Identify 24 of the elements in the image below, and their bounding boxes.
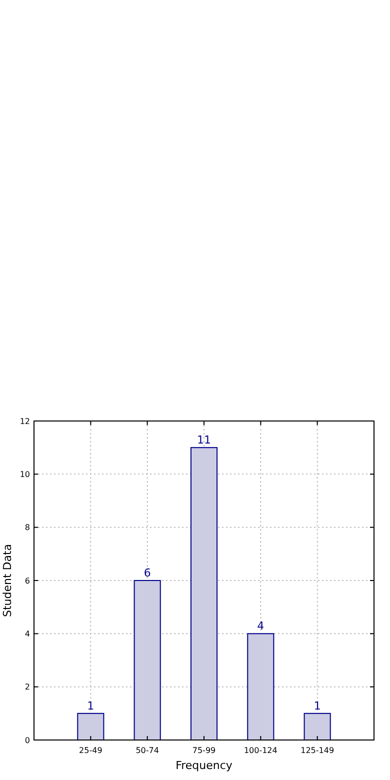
x-tick-label: 100-124 xyxy=(244,746,278,755)
y-tick-label: 2 xyxy=(24,682,30,692)
y-tick-label: 8 xyxy=(24,523,30,532)
y-axis-title: Student Data xyxy=(1,544,14,618)
data-label: 6 xyxy=(144,566,151,580)
data-label: 1 xyxy=(314,699,321,712)
y-tick-label: 0 xyxy=(24,736,30,745)
y-tick-label: 10 xyxy=(20,470,30,479)
bar xyxy=(247,633,274,740)
x-tick-label: 75-99 xyxy=(192,746,216,755)
x-tick-label: 50-74 xyxy=(136,746,159,755)
y-tick-label: 6 xyxy=(24,576,30,586)
data-label: 4 xyxy=(257,620,264,633)
x-tick-label: 25-49 xyxy=(79,746,102,755)
y-tick-label: 12 xyxy=(20,416,30,426)
bar xyxy=(190,447,218,740)
x-tick-label: 125-149 xyxy=(300,746,334,755)
bar xyxy=(134,580,161,740)
data-label: 11 xyxy=(197,434,211,447)
bar xyxy=(304,712,331,740)
x-axis-title: Frequency xyxy=(176,759,233,772)
y-tick-label: 4 xyxy=(24,629,30,638)
data-label: 1 xyxy=(87,699,94,712)
bar xyxy=(77,712,104,740)
